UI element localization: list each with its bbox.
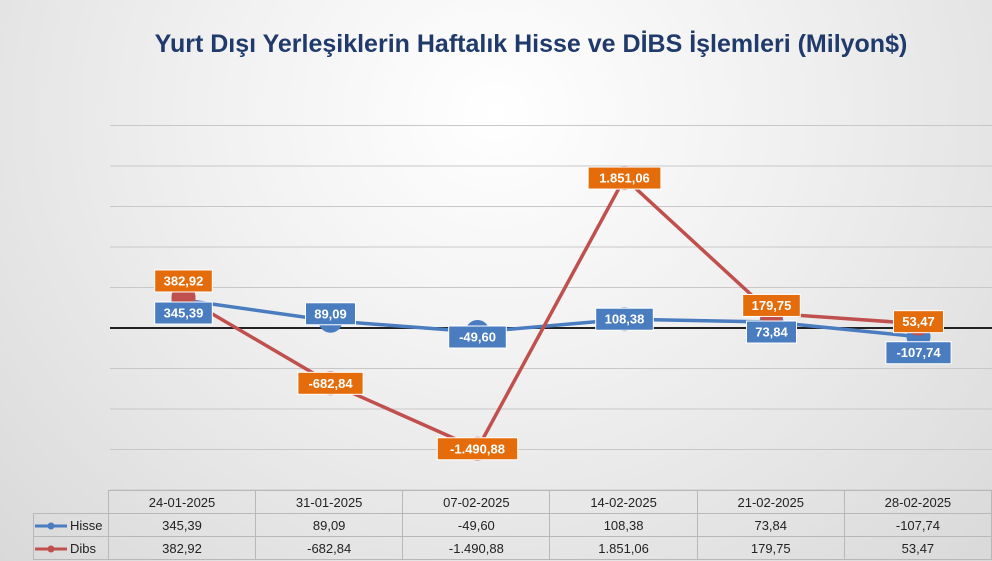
- data-label-hisse: 73,84: [746, 320, 797, 344]
- category-label: 28-02-2025: [843, 490, 992, 514]
- data-label-text: 108,38: [605, 312, 645, 327]
- category-label: 07-02-2025: [402, 490, 551, 514]
- table-cell: 73,84: [696, 513, 845, 537]
- table-cell: -682,84: [255, 536, 404, 560]
- data-label-dibs: -1.490,88: [436, 437, 519, 461]
- data-label-dibs: 1.851,06: [587, 166, 662, 190]
- data-label-hisse: -49,60: [448, 325, 507, 349]
- table-cell: 382,92: [107, 536, 257, 560]
- data-label-box: [436, 437, 519, 461]
- legend-label-dibs: Dibs: [70, 540, 97, 556]
- data-label-box: [885, 341, 952, 365]
- legend-key-dibs: [35, 545, 67, 553]
- data-table-row-hisse: Hisse 345,39 89,09 -49,60 108,38 73,84 -…: [33, 513, 992, 537]
- data-label-text: 53,47: [902, 314, 935, 329]
- data-label-box: [742, 293, 801, 317]
- data-table: 24-01-2025 31-01-2025 07-02-2025 14-02-2…: [33, 490, 992, 560]
- data-label-text: 179,75: [752, 298, 792, 313]
- series-lines: [182, 176, 919, 451]
- data-table-header-row: 24-01-2025 31-01-2025 07-02-2025 14-02-2…: [33, 490, 992, 514]
- data-label-box: [746, 320, 797, 344]
- category-label: 31-01-2025: [255, 490, 404, 514]
- category-label: 24-01-2025: [107, 490, 257, 514]
- table-cell: 108,38: [549, 513, 698, 537]
- data-label-text: 73,84: [755, 325, 788, 340]
- line-chart-plot: 345,39 89,09 -49,60 108,38 73,84 -107,74 382,9…: [110, 125, 992, 490]
- data-label-text: -49,60: [459, 330, 496, 345]
- data-label-box: [154, 269, 213, 293]
- legend-entry-dibs: Dibs: [33, 536, 109, 560]
- gridlines: [110, 125, 992, 490]
- data-label-text: -682,84: [308, 376, 353, 391]
- data-label-hisse: 89,09: [305, 302, 356, 326]
- chart-title: Yurt Dışı Yerleşiklerin Haftalık Hisse v…: [154, 30, 908, 58]
- data-label-box: [154, 301, 213, 325]
- data-label-hisse: 345,39: [154, 301, 213, 325]
- data-label-text: 89,09: [314, 306, 347, 321]
- data-label-hisse: -107,74: [885, 341, 952, 365]
- category-label: 21-02-2025: [696, 490, 845, 514]
- data-label-text: 345,39: [164, 306, 204, 321]
- data-label-dibs: 382,92: [154, 269, 213, 293]
- data-labels: 345,39 89,09 -49,60 108,38 73,84 -107,74 382,9…: [154, 166, 952, 461]
- series-line-hisse: [183, 298, 919, 339]
- data-label-box: [448, 325, 507, 349]
- table-cell: -107,74: [843, 513, 992, 537]
- data-label-hisse: 108,38: [595, 307, 654, 331]
- table-cell: 89,09: [255, 513, 404, 537]
- legend-key-hisse: [35, 522, 67, 530]
- data-label-text: 1.851,06: [599, 171, 650, 186]
- table-cell: -1.490,88: [402, 536, 551, 560]
- table-cell: 345,39: [107, 513, 257, 537]
- data-table-corner: [33, 490, 109, 514]
- data-label-box: [595, 307, 654, 331]
- data-label-box: [587, 166, 662, 190]
- table-cell: 179,75: [696, 536, 845, 560]
- data-table-row-dibs: Dibs 382,92 -682,84 -1.490,88 1.851,06 1…: [33, 536, 992, 560]
- category-label: 14-02-2025: [549, 490, 698, 514]
- data-label-box: [305, 302, 356, 326]
- legend-entry-hisse: Hisse: [33, 513, 109, 537]
- table-cell: 53,47: [843, 536, 992, 560]
- data-label-dibs: -682,84: [297, 371, 364, 395]
- data-label-text: 382,92: [164, 273, 204, 288]
- data-label-dibs: 179,75: [742, 293, 801, 317]
- data-label-text: -107,74: [896, 345, 941, 360]
- data-label-text: -1.490,88: [450, 441, 505, 456]
- legend-label-hisse: Hisse: [70, 517, 103, 533]
- series-line-dibs: [182, 176, 919, 451]
- data-label-box: [893, 310, 944, 334]
- table-cell: 1.851,06: [549, 536, 698, 560]
- table-cell: -49,60: [402, 513, 551, 537]
- data-label-dibs: 53,47: [893, 310, 944, 334]
- data-label-box: [297, 371, 364, 395]
